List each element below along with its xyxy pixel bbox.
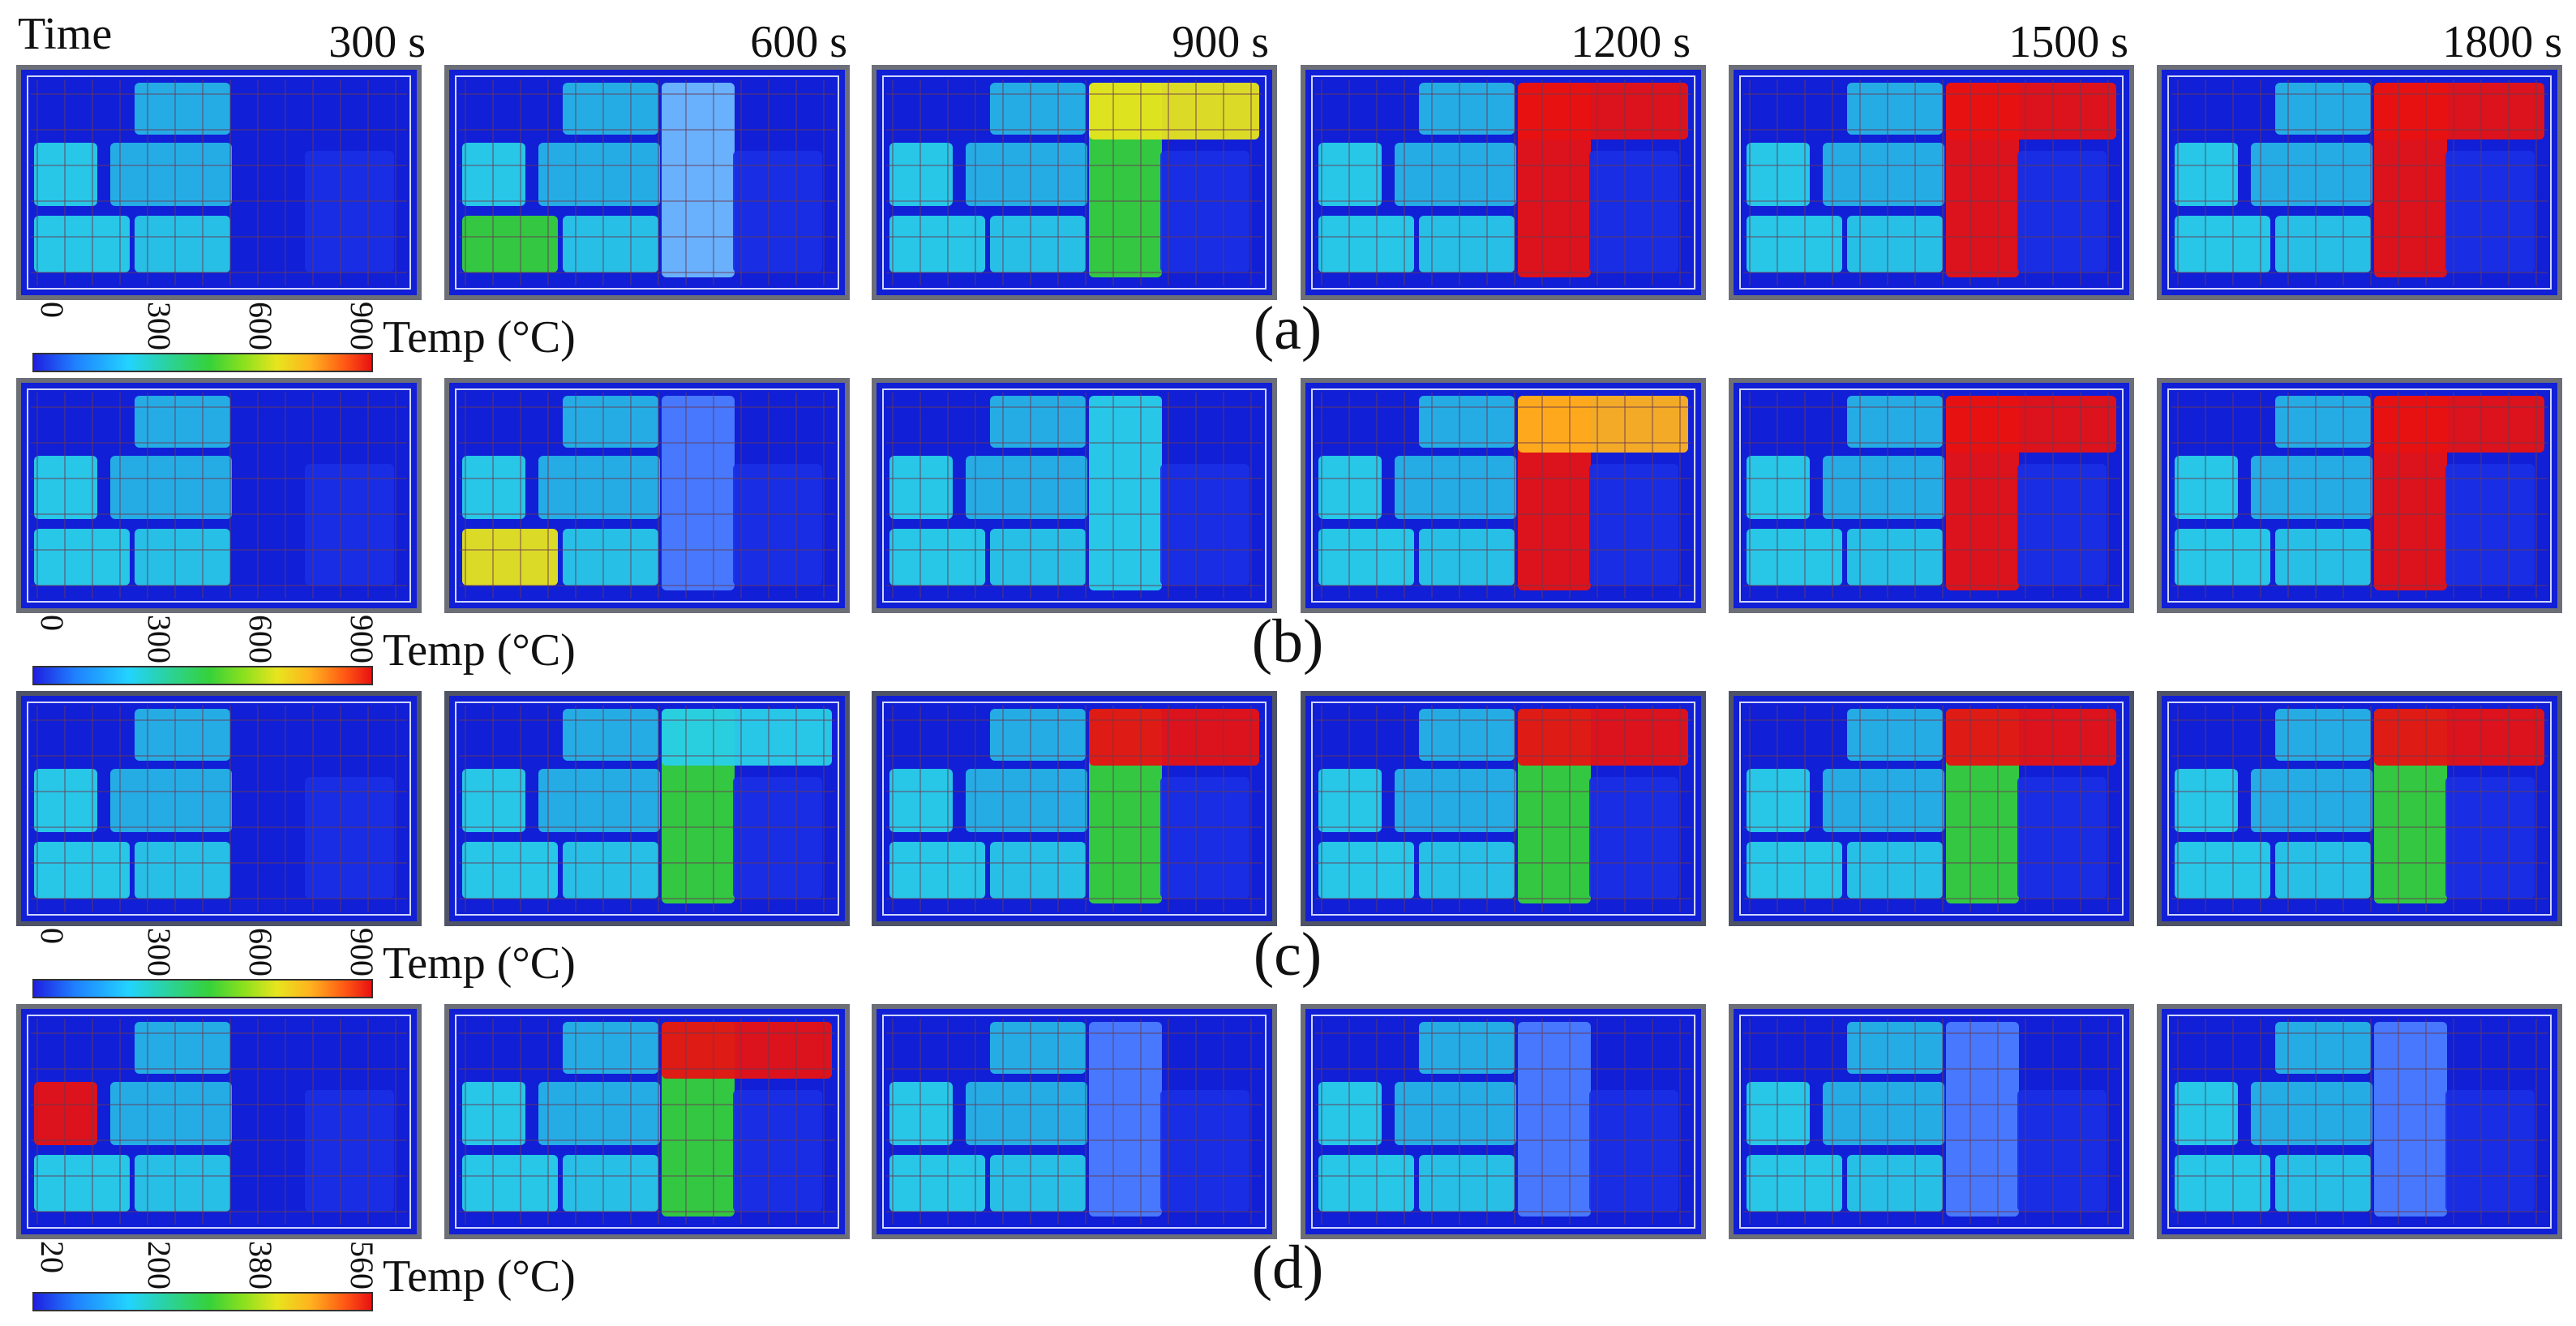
colorbar-a-title: Temp (°C) — [383, 312, 576, 363]
colorbar-c-tick-3: 900 — [344, 928, 380, 976]
temperature-map-row3-col5 — [1729, 691, 2134, 926]
temperature-map-row1-col1 — [16, 65, 422, 300]
time-axis-label: Time — [18, 9, 113, 59]
row-label-d: (d) — [1251, 1234, 1324, 1302]
time-step-1500: 1500 s — [2008, 17, 2128, 67]
temperature-map-row3-col6 — [2157, 691, 2562, 926]
colorbar-a-tick-3: 900 — [344, 302, 380, 350]
colorbar-d-gradient — [32, 1292, 373, 1311]
temperature-map-row3-col3 — [872, 691, 1277, 926]
colorbar-b-tick-0: 0 — [34, 615, 71, 631]
temperature-map-row4-col2 — [444, 1004, 850, 1239]
temperature-map-row3-col1 — [16, 691, 422, 926]
colorbar-b-tick-1: 300 — [141, 615, 178, 663]
time-step-1200: 1200 s — [1571, 17, 1691, 67]
temperature-map-row4-col5 — [1729, 1004, 2134, 1239]
temperature-map-row4-col4 — [1301, 1004, 1706, 1239]
colorbar-b-tick-2: 600 — [242, 615, 279, 663]
temperature-map-row3-col4 — [1301, 691, 1706, 926]
temperature-map-row1-col2 — [444, 65, 850, 300]
colorbar-d-title: Temp (°C) — [383, 1251, 576, 1302]
colorbar-b-tick-3: 900 — [344, 615, 380, 663]
colorbar-c-tick-0: 0 — [34, 928, 71, 944]
temperature-map-row2-col2 — [444, 378, 850, 613]
temperature-map-row4-col3 — [872, 1004, 1277, 1239]
colorbar-b-gradient — [32, 666, 373, 685]
colorbar-d-tick-2: 380 — [242, 1241, 279, 1290]
colorbar-c-tick-1: 300 — [141, 928, 178, 976]
temperature-map-row2-col6 — [2157, 378, 2562, 613]
colorbar-a-tick-2: 600 — [242, 302, 279, 350]
colorbar-d-tick-3: 560 — [344, 1241, 380, 1290]
temperature-map-row2-col4 — [1301, 378, 1706, 613]
row-label-a: (a) — [1253, 294, 1322, 363]
colorbar-c-gradient — [32, 979, 373, 998]
temperature-map-row2-col3 — [872, 378, 1277, 613]
temperature-map-row4-col1 — [16, 1004, 422, 1239]
colorbar-a-tick-0: 0 — [34, 302, 71, 318]
colorbar-a-tick-1: 300 — [141, 302, 178, 350]
temperature-map-row1-col3 — [872, 65, 1277, 300]
temperature-map-row1-col5 — [1729, 65, 2134, 300]
colorbar-d-tick-0: 20 — [34, 1241, 71, 1273]
time-step-600: 600 s — [750, 17, 847, 67]
temperature-map-row2-col5 — [1729, 378, 2134, 613]
time-step-900: 900 s — [1172, 17, 1269, 67]
temperature-map-row2-col1 — [16, 378, 422, 613]
colorbar-b-title: Temp (°C) — [383, 625, 576, 676]
row-label-b: (b) — [1251, 607, 1324, 676]
colorbar-a-gradient — [32, 353, 373, 372]
time-step-300: 300 s — [328, 17, 426, 67]
temperature-map-row3-col2 — [444, 691, 850, 926]
row-label-c: (c) — [1253, 920, 1322, 989]
temperature-map-row1-col4 — [1301, 65, 1706, 300]
colorbar-c-title: Temp (°C) — [383, 938, 576, 989]
temperature-map-row1-col6 — [2157, 65, 2562, 300]
temperature-map-row4-col6 — [2157, 1004, 2562, 1239]
time-step-1800: 1800 s — [2442, 17, 2562, 67]
colorbar-c-tick-2: 600 — [242, 928, 279, 976]
colorbar-d-tick-1: 200 — [141, 1241, 178, 1290]
